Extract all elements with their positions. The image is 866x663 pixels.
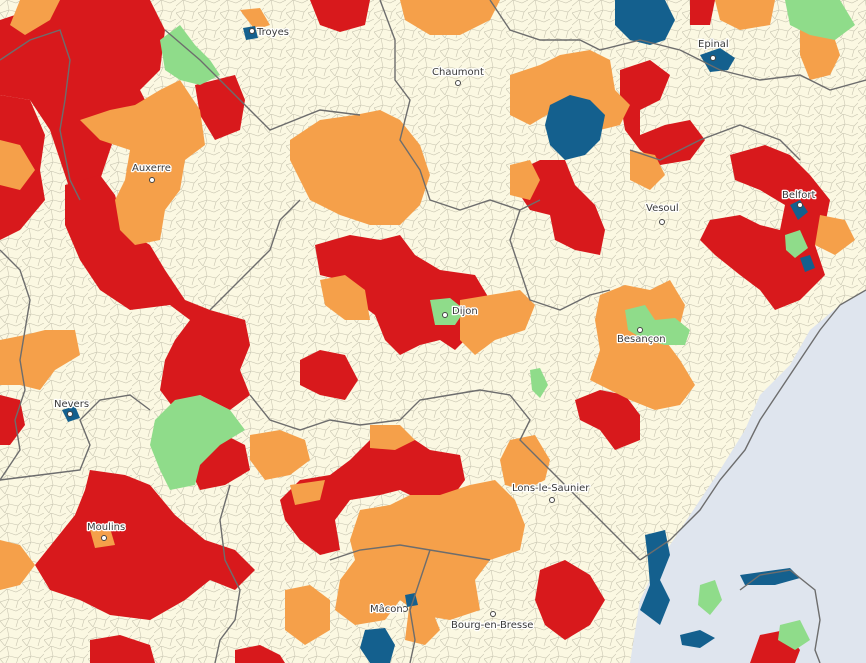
city-label: Bourg-en-Bresse xyxy=(451,620,533,631)
water-area xyxy=(630,290,866,663)
city-besancon[interactable]: Besançon xyxy=(616,327,667,346)
city-lons[interactable]: Lons-le-Saunier xyxy=(511,482,592,503)
city-dot xyxy=(549,497,555,503)
city-label: Epinal xyxy=(698,39,729,50)
city-label: Auxerre xyxy=(132,163,171,174)
city-dot xyxy=(249,28,255,34)
city-dot xyxy=(67,411,73,417)
city-label: Dijon xyxy=(452,306,478,317)
city-moulins[interactable]: Moulins xyxy=(86,521,127,541)
city-label: Troyes xyxy=(256,27,289,38)
city-label: Chaumont xyxy=(432,67,484,78)
city-label: Moulins xyxy=(87,522,125,533)
city-label: Belfort xyxy=(782,190,816,201)
city-dot xyxy=(710,55,716,61)
green-regions xyxy=(150,0,855,650)
city-nevers[interactable]: Nevers xyxy=(53,398,90,417)
city-troyes[interactable]: Troyes xyxy=(249,26,290,39)
city-dijon[interactable]: Dijon xyxy=(442,305,479,318)
city-dot xyxy=(637,327,643,333)
city-dot xyxy=(149,177,155,183)
city-label: Vesoul xyxy=(646,203,679,214)
city-bourg[interactable]: Bourg-en-Bresse xyxy=(450,611,535,632)
city-label: Nevers xyxy=(54,399,89,410)
city-dot xyxy=(402,606,408,612)
city-dot xyxy=(442,312,448,318)
city-label: Lons-le-Saunier xyxy=(512,483,590,494)
city-label: Mâcon xyxy=(370,603,403,615)
city-label: Besançon xyxy=(617,334,666,345)
city-vesoul[interactable]: Vesoul xyxy=(645,202,680,225)
city-auxerre[interactable]: Auxerre xyxy=(131,162,172,183)
red-regions xyxy=(0,0,830,663)
blue-regions xyxy=(62,0,815,663)
city-belfort[interactable]: Belfort xyxy=(781,189,817,208)
city-dot xyxy=(455,80,461,86)
city-macon[interactable]: Mâcon xyxy=(369,602,408,616)
city-chaumont[interactable]: Chaumont xyxy=(431,66,485,86)
orange-regions xyxy=(0,0,855,645)
city-dot xyxy=(101,535,107,541)
city-dot xyxy=(659,219,665,225)
city-epinal[interactable]: Epinal xyxy=(697,38,730,61)
city-markers: Troyes Epinal Chaumont Auxerre Belfort V… xyxy=(53,26,817,633)
city-dot xyxy=(490,611,496,617)
city-dot xyxy=(797,202,803,208)
